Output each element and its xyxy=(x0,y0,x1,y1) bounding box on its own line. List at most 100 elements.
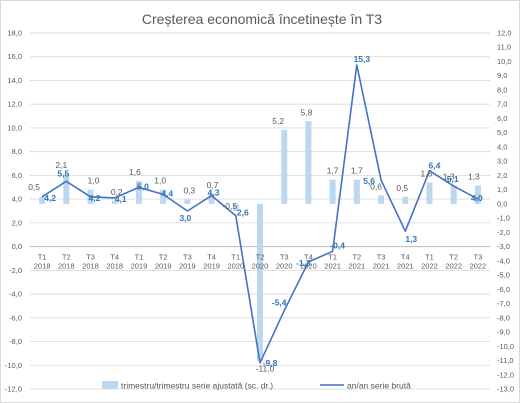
line-path xyxy=(41,64,479,364)
line-data-label: 5,1 xyxy=(447,174,459,184)
data-labels: 0,5 2,1 1,0 0,2 1,6 1,0 0,3 0,7 -0,5 -11,0 5,2 5,8 1… xyxy=(28,54,483,373)
x-tick-year: 2021 xyxy=(324,262,341,271)
bar-data-label: 0,5 xyxy=(396,183,408,193)
y-left-tick-label: -10,0 xyxy=(5,361,22,370)
x-tick-year: 2020 xyxy=(227,262,244,271)
bar xyxy=(257,203,263,361)
line-data-label: 4,3 xyxy=(208,188,220,198)
y-right-tick-label: 8,0 xyxy=(497,85,507,94)
y-left-tick-label: 2,0 xyxy=(12,218,22,227)
x-tick-year: 2022 xyxy=(445,262,462,271)
bar-data-label: 0,2 xyxy=(111,187,123,197)
bar xyxy=(281,129,288,204)
line-data-label: 4,2 xyxy=(44,193,56,203)
bar xyxy=(184,199,191,204)
x-tick-quarter: T3 xyxy=(183,253,192,262)
x-tick-quarter: T1 xyxy=(135,253,144,262)
x-tick-year: 2019 xyxy=(179,262,196,271)
x-tick-quarter: T4 xyxy=(207,253,216,262)
line-data-label: -9,8 xyxy=(263,358,278,368)
bar-data-label: 0,3 xyxy=(183,186,195,196)
x-tick-quarter: T4 xyxy=(110,253,119,262)
y-right-tick-label: -1,0 xyxy=(497,214,510,223)
line-data-label: 5,0 xyxy=(137,181,149,191)
legend-label-bars: trimestru/trimestru serie ajustată (sc. … xyxy=(121,381,273,391)
y-right-tick-label: -9,0 xyxy=(497,328,510,337)
x-tick-year: 2019 xyxy=(131,262,148,271)
bar xyxy=(39,196,46,204)
bar xyxy=(450,185,457,204)
line-data-label: 1,3 xyxy=(405,234,417,244)
y-right-tick-label: 9,0 xyxy=(497,71,507,80)
bar xyxy=(135,181,142,204)
bar-data-label: 1,7 xyxy=(327,166,339,176)
x-tick-year: 2019 xyxy=(155,262,172,271)
x-axis: T12018T22018T32018T42018T12019T22019T320… xyxy=(34,253,486,271)
y-right-tick-label: -4,0 xyxy=(497,256,510,265)
y-left-tick-label: 18,0 xyxy=(7,29,22,38)
x-tick-year: 2018 xyxy=(106,262,123,271)
x-tick-year: 2021 xyxy=(373,262,390,271)
x-tick-quarter: T4 xyxy=(401,253,410,262)
x-tick-quarter: T3 xyxy=(377,253,386,262)
y-right-tick-label: -5,0 xyxy=(497,271,510,280)
y-left-tick-label: 14,0 xyxy=(7,76,22,85)
y-right-tick-label: 10,0 xyxy=(497,57,512,66)
legend-swatch-bars xyxy=(102,381,118,389)
bar-data-label: -11,0 xyxy=(256,364,275,374)
line-data-label: -0,4 xyxy=(330,240,345,250)
x-tick-year: 2022 xyxy=(421,262,438,271)
line-data-label: 5,6 xyxy=(363,176,375,186)
bar-series xyxy=(39,121,481,361)
x-tick-quarter: T1 xyxy=(231,253,240,262)
bar-data-label: 0,7 xyxy=(207,180,219,190)
bar xyxy=(305,121,312,204)
bar-data-label: 5,8 xyxy=(301,107,313,117)
y-left-tick-label: 6,0 xyxy=(12,171,22,180)
y-left-tick-label: -12,0 xyxy=(5,385,22,394)
line-data-label: 4,1 xyxy=(115,194,127,204)
y-right-tick-label: 6,0 xyxy=(497,114,507,123)
x-tick-year: 2019 xyxy=(203,262,220,271)
bar-data-label: 1,3 xyxy=(468,171,480,181)
y-right-tick-label: 1,0 xyxy=(497,185,507,194)
y-right-tick-label: -2,0 xyxy=(497,228,510,237)
y-right-tick-label: 5,0 xyxy=(497,128,507,137)
x-tick-year: 2018 xyxy=(34,262,51,271)
bar-data-label: -0,5 xyxy=(222,201,237,211)
bar-data-label: 1,7 xyxy=(351,166,363,176)
y-right-tick-label: 12,0 xyxy=(497,29,512,38)
x-tick-quarter: T1 xyxy=(38,253,47,262)
x-tick-year: 2022 xyxy=(470,262,487,271)
bar xyxy=(426,182,433,204)
bar-data-label: 1,0 xyxy=(154,176,166,186)
bar-data-label: 2,1 xyxy=(55,160,67,170)
x-tick-quarter: T2 xyxy=(256,253,265,262)
y-right-tick-label: -12,0 xyxy=(497,370,514,379)
bar xyxy=(208,193,215,204)
x-tick-year: 2020 xyxy=(300,262,317,271)
y-right-tick-label: 4,0 xyxy=(497,142,507,151)
bar xyxy=(160,189,167,204)
bar xyxy=(378,195,385,204)
legend: trimestru/trimestru serie ajustată (sc. … xyxy=(102,381,411,391)
y-left-tick-label: 12,0 xyxy=(7,100,22,109)
x-tick-year: 2020 xyxy=(276,262,293,271)
bar xyxy=(111,201,118,204)
bar-data-label: 0,5 xyxy=(28,182,40,192)
y-right-tick-label: 0,0 xyxy=(497,199,507,208)
bar xyxy=(329,179,336,204)
line-series xyxy=(41,64,479,364)
x-tick-year: 2021 xyxy=(397,262,414,271)
chart-title: Creșterea economică încetinește în T3 xyxy=(142,11,382,27)
y-right-tick-label: 11,0 xyxy=(497,43,511,52)
bar-data-label: 1,0 xyxy=(88,176,100,186)
line-data-label: 6,4 xyxy=(429,161,441,171)
bar xyxy=(63,173,70,204)
bar-data-label: 0,6 xyxy=(370,181,382,191)
line-data-label: -5,4 xyxy=(272,298,287,308)
x-tick-year: 2020 xyxy=(252,262,269,271)
x-tick-quarter: T2 xyxy=(62,253,71,262)
x-tick-quarter: T2 xyxy=(352,253,361,262)
